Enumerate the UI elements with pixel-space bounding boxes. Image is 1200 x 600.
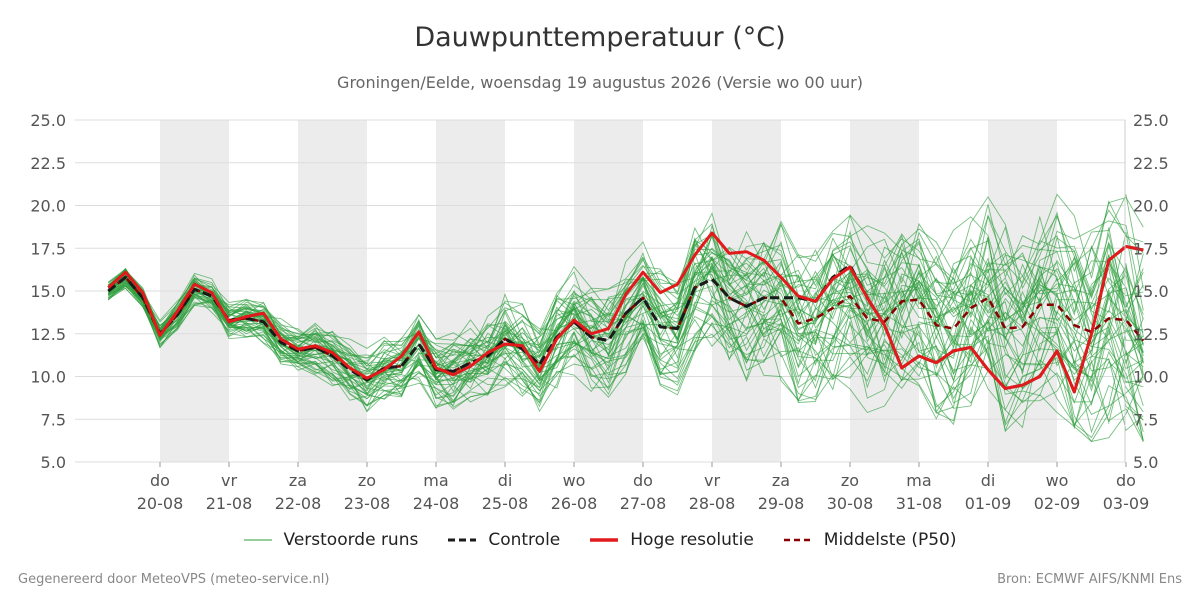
- x-tick-day: za: [289, 471, 307, 490]
- y-tick-label-left: 22.5: [30, 154, 66, 173]
- x-tick-day: di: [498, 471, 513, 490]
- y-tick-label-left: 17.5: [30, 239, 66, 258]
- legend-label-control: Controle: [488, 530, 561, 550]
- legend-control-swatch: [448, 538, 477, 542]
- x-tick-day: ma: [423, 471, 448, 490]
- ensemble-member-line: [108, 193, 1144, 353]
- ensemble-member-line: [108, 256, 1144, 383]
- x-tick-day: do: [633, 471, 653, 490]
- ensemble-member-line: [108, 284, 1144, 442]
- x-tick-day: do: [1116, 471, 1136, 490]
- legend-item-control: Controle: [448, 530, 560, 550]
- x-tick-date: 27-08: [620, 494, 667, 513]
- y-tick-label-left: 12.5: [30, 325, 66, 344]
- y-tick-label-left: 5.0: [41, 453, 66, 472]
- y-tick-label-right: 5.0: [1133, 453, 1158, 472]
- legend-high-res-swatch: [590, 538, 619, 542]
- y-tick-label-right: 15.0: [1133, 282, 1169, 301]
- ensemble-member-line: [108, 215, 1144, 366]
- x-tick-day: zo: [841, 471, 859, 490]
- chart-subtitle: Groningen/Eelde, woensdag 19 augustus 20…: [337, 73, 863, 92]
- y-tick-label-left: 15.0: [30, 282, 66, 301]
- ensemble-member-line: [108, 262, 1144, 393]
- x-tick-day: vr: [221, 471, 237, 490]
- x-tick-day: za: [772, 471, 790, 490]
- legend-label-p50: Middelste (P50): [823, 530, 957, 550]
- legend-label-high-res: Hoge resolutie: [630, 530, 754, 550]
- x-tick-date: 31-08: [896, 494, 943, 513]
- ensemble-member-line: [108, 285, 1144, 415]
- control-line: [107, 245, 1144, 394]
- ensemble-member-line: [108, 284, 1144, 432]
- ensemble-member-line: [108, 285, 1144, 432]
- y-tick-label-right: 20.0: [1133, 197, 1169, 216]
- footer-source: Bron: ECMWF AIFS/KNMI Ens: [997, 572, 1182, 587]
- x-tick-date: 02-09: [1034, 494, 1081, 513]
- x-tick-day: wo: [1046, 471, 1069, 490]
- x-tick-day: zo: [358, 471, 376, 490]
- y-tick-label-left: 7.5: [41, 410, 66, 429]
- y-tick-label-right: 7.5: [1133, 410, 1158, 429]
- x-tick-date: 01-09: [965, 494, 1012, 513]
- axes: 5.0 5.0 7.5 7.5 10.0 10.0 12.5 12.5 15.0 15.0 17.5…: [30, 111, 1168, 513]
- x-tick-date: 22-08: [275, 494, 322, 513]
- main-series: [107, 231, 1145, 394]
- x-tick-date: 03-09: [1103, 494, 1150, 513]
- x-tick-date: 25-08: [482, 494, 529, 513]
- ensemble-member-line: [107, 209, 1144, 367]
- x-tick-date: 26-08: [551, 494, 598, 513]
- legend-item-high-res: Hoge resolutie: [590, 530, 754, 550]
- ensemble-member-line: [107, 231, 1144, 371]
- ensemble-member-line: [108, 247, 1144, 379]
- y-tick-label-right: 22.5: [1133, 154, 1169, 173]
- x-tick-date: 20-08: [137, 494, 184, 513]
- ensemble-member-line: [108, 252, 1144, 382]
- x-tick-day: wo: [563, 471, 586, 490]
- x-tick-date: 28-08: [689, 494, 736, 513]
- ensemble-member-line: [108, 283, 1144, 426]
- x-tick-date: 21-08: [206, 494, 253, 513]
- x-tick-date: 29-08: [758, 494, 805, 513]
- chart-title: Dauwpunttemperatuur (°C): [414, 22, 786, 53]
- y-tick-label-right: 10.0: [1133, 368, 1169, 387]
- ensemble-member-line: [108, 196, 1144, 364]
- x-tick-date: 24-08: [413, 494, 460, 513]
- y-tick-label-left: 10.0: [30, 368, 66, 387]
- legend-item-ensemble: Verstoorde runs: [243, 530, 419, 550]
- x-tick-date: 23-08: [344, 494, 391, 513]
- y-tick-label-right: 17.5: [1133, 239, 1169, 258]
- y-tick-label-right: 25.0: [1133, 111, 1169, 130]
- x-tick-date: 30-08: [827, 494, 874, 513]
- legend: Verstoorde runs Controle Hoge resolutie …: [0, 530, 1200, 550]
- legend-item-p50: Middelste (P50): [783, 530, 957, 550]
- high-res-line: [107, 231, 1144, 394]
- y-tick-label-left: 20.0: [30, 197, 66, 216]
- footer-generated-by: Gegenereerd door MeteoVPS (meteo-service…: [18, 572, 330, 587]
- y-tick-label-left: 25.0: [30, 111, 66, 130]
- legend-p50-swatch: [783, 538, 812, 542]
- x-tick-day: ma: [906, 471, 931, 490]
- y-tick-label-right: 12.5: [1133, 325, 1169, 344]
- x-tick-day: vr: [704, 471, 720, 490]
- x-tick-day: di: [981, 471, 996, 490]
- x-tick-day: do: [150, 471, 170, 490]
- legend-label-ensemble: Verstoorde runs: [283, 530, 419, 550]
- ensemble-member-line: [107, 262, 1144, 382]
- legend-ensemble-swatch: [243, 539, 272, 541]
